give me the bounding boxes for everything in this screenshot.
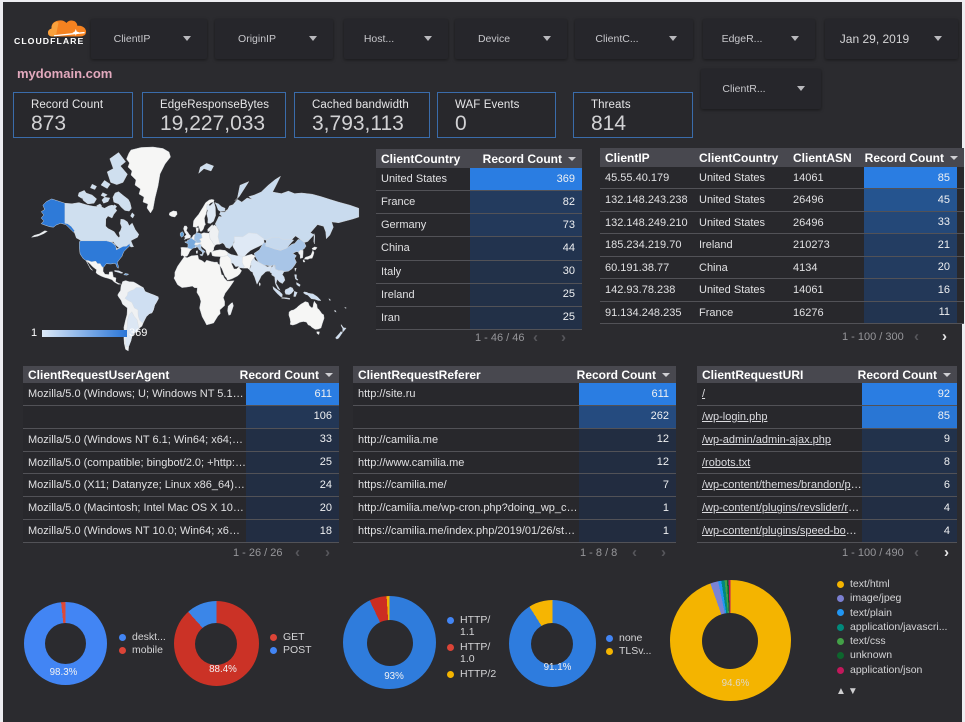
svg-text:CLOUDFLARE: CLOUDFLARE (14, 36, 84, 46)
